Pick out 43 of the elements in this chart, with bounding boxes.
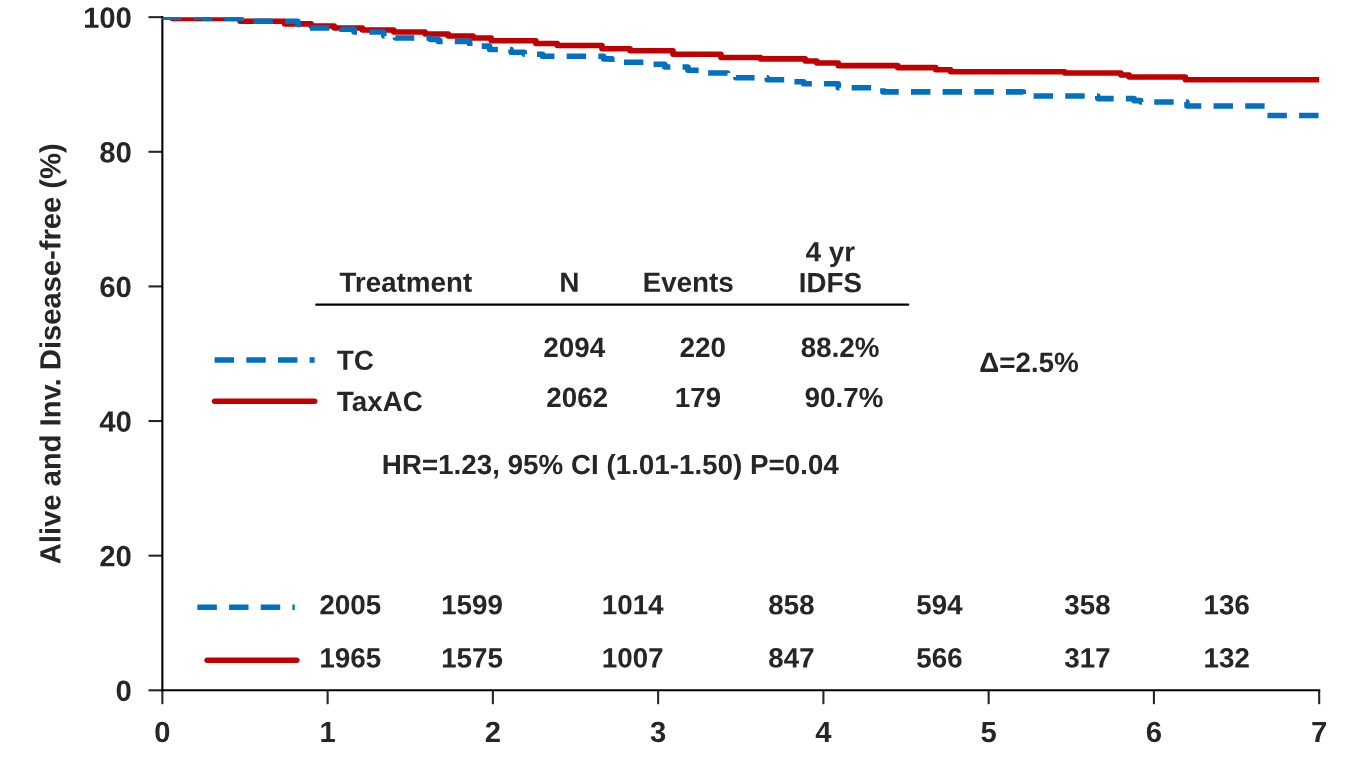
annotation: Events (644, 272, 733, 293)
annotation: 317 (1064, 648, 1110, 668)
x-tick-label: 0 (155, 721, 170, 743)
annotation: Δ=2.5% (980, 352, 1079, 373)
annotation: 88.2% (801, 337, 879, 358)
x-tick-label: 7 (1312, 721, 1326, 742)
annotation: Treatment (339, 272, 472, 293)
annotation: 1014 (603, 594, 664, 615)
annotation: 220 (680, 337, 725, 358)
y-tick-label: 0 (116, 680, 131, 702)
annotation: 566 (917, 648, 962, 668)
annotation: 2094 (544, 337, 606, 358)
x-tick-label: 3 (650, 721, 666, 743)
annotation: 1599 (442, 594, 502, 615)
x-tick-label: 6 (1146, 721, 1161, 743)
annotation: 1007 (603, 648, 663, 668)
x-tick-label: 2 (485, 721, 500, 742)
legend-label: TaxAC (337, 391, 423, 412)
annotation: 179 (676, 387, 721, 408)
annotation: 132 (1205, 648, 1249, 668)
y-tick-label: 100 (84, 7, 131, 29)
annotation: 594 (917, 594, 963, 615)
annotation: 358 (1064, 594, 1110, 615)
y-axis-title: Alive and Inv. Disease-free (%) (39, 144, 67, 564)
annotation: 136 (1205, 594, 1249, 615)
annotation: 2062 (547, 387, 607, 408)
x-tick-label: 5 (981, 721, 996, 743)
annotation: 1575 (442, 648, 503, 668)
annotation: N (561, 272, 578, 292)
annotation: 90.7% (805, 387, 883, 408)
annotation: 4 yr IDFS (800, 242, 861, 293)
legend-label: TC (337, 350, 374, 371)
x-tick-label: 1 (321, 721, 335, 742)
x-tick-label: 4 (815, 721, 832, 742)
y-tick-label: 40 (99, 411, 131, 432)
y-tick-label: 80 (100, 141, 131, 163)
annotation: HR=1.23, 95% CI (1.01-1.50) P=0.04 (383, 453, 839, 480)
y-tick-label: 60 (100, 276, 131, 298)
annotation: 847 (769, 648, 814, 668)
annotation: 1965 (321, 648, 381, 668)
annotation: 2005 (320, 594, 381, 615)
y-tick-label: 20 (100, 545, 131, 567)
annotation: 858 (769, 594, 814, 615)
